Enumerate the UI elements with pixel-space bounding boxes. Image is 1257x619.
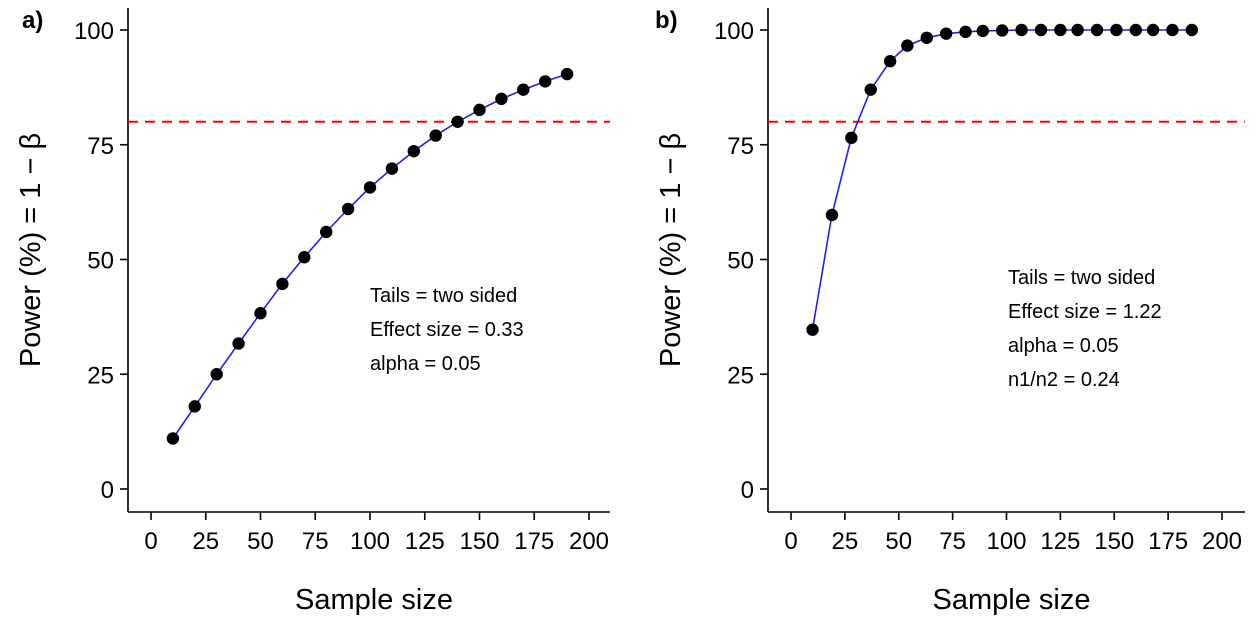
y-tick-label: 0 — [741, 477, 754, 504]
x-tick-label: 125 — [405, 528, 445, 555]
data-point — [320, 225, 333, 239]
x-tick-label: 75 — [939, 528, 966, 555]
data-point — [845, 131, 858, 145]
x-axis-title: Sample size — [295, 584, 453, 616]
data-point — [254, 307, 267, 320]
data-point — [1090, 23, 1104, 37]
x-tick-label: 75 — [302, 528, 329, 555]
data-point — [976, 24, 989, 38]
data-point — [959, 25, 972, 39]
data-point — [429, 129, 442, 142]
annotation-text: alpha = 0.05 — [1008, 335, 1119, 357]
panel-a: 0 25 50 75 100 125 150 175 200 0 25 50 75 100 Sample s… — [15, 7, 610, 616]
y-tick-label: 100 — [714, 18, 754, 45]
x-tick-label: 0 — [144, 528, 157, 555]
data-point — [451, 115, 464, 128]
y-tick-label: 100 — [74, 18, 114, 45]
data-point — [232, 337, 245, 350]
data-point — [341, 202, 355, 216]
x-tick-label: 50 — [885, 528, 912, 555]
x-tick-label: 175 — [1148, 528, 1188, 555]
data-point — [1015, 23, 1028, 37]
annotation-text: Effect size = 0.33 — [370, 319, 524, 341]
x-tick-label: 0 — [784, 528, 797, 555]
y-tick-label: 25 — [727, 362, 754, 389]
panel-b: 0 25 50 75 100 125 150 175 200 0 25 50 75 100 Sample s… — [655, 7, 1245, 616]
y-axis-title: Power (%) = 1 − β — [655, 133, 687, 367]
panel-label: b) — [655, 7, 678, 34]
data-point — [864, 83, 877, 96]
data-point — [806, 323, 819, 336]
annotation-text: n1/n2 = 0.24 — [1008, 369, 1120, 391]
power-curve-line — [172, 73, 568, 439]
x-axis-title: Sample size — [933, 584, 1091, 616]
data-point — [939, 27, 953, 40]
data-point — [1185, 23, 1199, 37]
data-point — [1146, 23, 1160, 37]
x-tick-label: 125 — [1040, 528, 1080, 555]
data-point — [407, 144, 420, 158]
data-point — [1034, 23, 1048, 37]
data-point — [825, 208, 839, 222]
data-point — [1110, 23, 1123, 37]
x-tick-label: 150 — [1094, 528, 1134, 555]
data-point — [210, 368, 223, 381]
data-point — [363, 181, 377, 194]
data-point — [560, 67, 574, 81]
data-point — [901, 39, 914, 52]
data-point — [539, 75, 552, 88]
data-point — [517, 83, 530, 96]
data-point — [1129, 23, 1143, 37]
x-tick-label: 100 — [986, 528, 1026, 555]
y-axis-title: Power (%) = 1 − β — [15, 133, 47, 367]
panel-label: a) — [22, 7, 43, 34]
data-point — [276, 277, 289, 291]
annotation-text: alpha = 0.05 — [370, 353, 481, 375]
data-point — [473, 103, 486, 117]
x-tick-label: 150 — [459, 528, 499, 555]
y-tick-label: 25 — [87, 362, 114, 389]
data-point — [920, 31, 933, 45]
data-point — [298, 251, 311, 264]
x-tick-label: 50 — [247, 528, 274, 555]
x-tick-label: 200 — [569, 528, 609, 555]
data-point — [495, 92, 508, 106]
data-point — [188, 400, 201, 413]
data-point — [1054, 23, 1067, 37]
data-point — [1071, 23, 1084, 37]
y-tick-label: 75 — [87, 133, 114, 160]
data-point — [1166, 23, 1179, 37]
x-tick-label: 200 — [1202, 528, 1242, 555]
annotation-text: Tails = two sided — [1008, 267, 1155, 289]
y-tick-label: 0 — [101, 477, 114, 504]
x-tick-label: 25 — [832, 528, 859, 555]
y-tick-label: 50 — [727, 248, 754, 275]
data-point — [166, 432, 180, 445]
x-tick-label: 100 — [350, 528, 390, 555]
data-point — [385, 162, 399, 175]
x-tick-label: 25 — [192, 528, 219, 555]
annotation-text: Tails = two sided — [370, 285, 517, 307]
x-tick-label: 175 — [514, 528, 554, 555]
annotation-text: Effect size = 1.22 — [1008, 301, 1162, 323]
data-point — [883, 55, 897, 68]
y-tick-label: 75 — [727, 133, 754, 160]
data-point — [995, 24, 1009, 37]
y-tick-label: 50 — [87, 248, 114, 275]
